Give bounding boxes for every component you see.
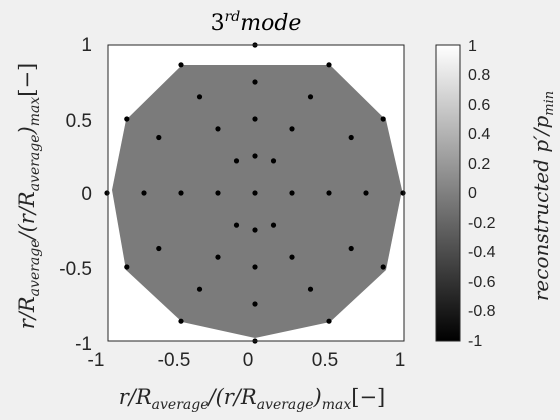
sensor-point [252, 116, 258, 122]
colorbar-tick-label: 0.8 [468, 67, 490, 84]
sensor-point [270, 158, 277, 164]
x-axis: -1 -0.5 0 0.5 1 [88, 350, 406, 371]
colorbar-tick-label: -0.2 [468, 215, 496, 232]
chart-title: 3rdmode [211, 9, 302, 36]
plot-frame [107, 44, 405, 342]
sensor-point [252, 264, 258, 270]
sensor-point [233, 222, 240, 228]
sensor-point [307, 94, 314, 100]
sensor-point [178, 62, 184, 68]
x-tick-label: -1 [88, 350, 105, 371]
y-tick-label: -1 [75, 334, 92, 355]
sensor-point [215, 254, 221, 260]
sensor-point [196, 94, 203, 100]
colorbar-tick-label: 0.6 [468, 97, 490, 114]
y-tick-label: -0.5 [59, 259, 92, 280]
x-tick-label: 0 [243, 350, 254, 371]
sensor-point [124, 264, 130, 270]
colorbar-tick-label: 1 [468, 38, 477, 55]
x-tick-label: 0.5 [312, 350, 338, 371]
sensor-point [252, 79, 258, 85]
sensor-point [326, 318, 332, 324]
x-tick-label: 1 [395, 350, 406, 371]
sensor-point [289, 190, 295, 196]
colorbar-label: reconstructed p′/pmin [529, 91, 557, 301]
sensor-point [178, 318, 184, 324]
colorbar-tick-label: -0.6 [468, 274, 496, 291]
sensor-point [196, 286, 203, 292]
colorbar [435, 44, 461, 342]
y-tick-label: 1 [81, 35, 92, 56]
colorbar-tick-label: 0.4 [468, 126, 490, 143]
sensor-point [326, 62, 332, 68]
colorbar-tick-label: 0.2 [468, 156, 490, 173]
sensor-point [307, 286, 314, 292]
sensor-point [380, 116, 386, 122]
sensor-point [289, 254, 295, 260]
pressure-field [112, 65, 402, 338]
sensor-point [104, 190, 110, 196]
sensor-point [215, 190, 221, 196]
colorbar-tick-label: -1 [468, 333, 482, 350]
y-tick-label: 0 [81, 184, 92, 205]
x-tick-label: -0.5 [158, 350, 191, 371]
sensor-point [289, 126, 295, 132]
sensor-point [141, 190, 147, 196]
sensor-point [326, 190, 332, 196]
colorbar-ticks: 1 0.8 0.6 0.4 0.2 0 -0.2 -0.4 -0.6 -0.8 … [468, 38, 496, 350]
sensor-point [233, 158, 240, 164]
colorbar-tick-label: -0.8 [468, 303, 496, 320]
colorbar-tick-label: -0.4 [468, 244, 496, 261]
sensor-point [252, 227, 258, 233]
sensor-point [156, 245, 162, 252]
x-axis-label: r/Raverage/(r/Raverage)max[−] [119, 385, 386, 413]
sensor-point [363, 190, 369, 196]
sensor-point [252, 190, 258, 196]
sensor-points [104, 42, 406, 344]
sensor-point [252, 153, 258, 159]
colorbar-tick-label: 0 [468, 185, 477, 202]
y-axis-label: r/Raverage/(r/Raverage)max[−] [15, 63, 43, 330]
sensor-point [156, 134, 162, 141]
sensor-point [400, 190, 406, 196]
sensor-point [380, 264, 386, 270]
sensor-point [348, 245, 354, 252]
sensor-point [178, 190, 184, 196]
sensor-point [124, 116, 130, 122]
sensor-point [348, 134, 354, 141]
sensor-point [270, 222, 277, 228]
sensor-point [215, 126, 221, 132]
y-axis: 1 0.5 0 -0.5 -1 [59, 35, 92, 355]
y-tick-label: 0.5 [66, 111, 92, 132]
sensor-point [252, 301, 258, 307]
